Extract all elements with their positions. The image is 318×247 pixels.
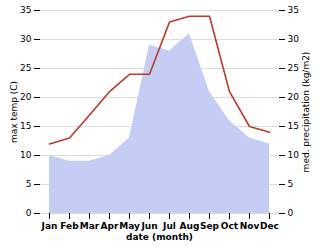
svg-text:35: 35: [20, 5, 31, 15]
svg-text:15: 15: [288, 121, 299, 131]
svg-text:Sep: Sep: [200, 221, 220, 231]
svg-text:30: 30: [20, 34, 32, 44]
svg-text:10: 10: [288, 150, 300, 160]
svg-text:Aug: Aug: [180, 221, 200, 231]
svg-text:5: 5: [26, 179, 32, 189]
svg-text:Mar: Mar: [80, 221, 100, 231]
svg-text:May: May: [119, 221, 140, 231]
svg-text:Oct: Oct: [221, 221, 239, 231]
svg-text:Jan: Jan: [41, 221, 58, 231]
svg-text:30: 30: [288, 34, 300, 44]
svg-text:10: 10: [20, 150, 32, 160]
svg-text:35: 35: [288, 5, 299, 15]
svg-text:25: 25: [288, 63, 299, 73]
svg-text:Jul: Jul: [162, 221, 176, 231]
svg-text:Nov: Nov: [240, 221, 260, 231]
svg-text:15: 15: [20, 121, 31, 131]
svg-text:5: 5: [288, 179, 294, 189]
svg-text:max temp (C): max temp (C): [9, 81, 19, 143]
svg-text:0: 0: [288, 208, 294, 218]
svg-text:Dec: Dec: [260, 221, 279, 231]
svg-text:Feb: Feb: [60, 221, 79, 231]
svg-text:Apr: Apr: [101, 221, 119, 231]
svg-text:0: 0: [26, 208, 32, 218]
svg-text:20: 20: [288, 92, 300, 102]
svg-text:20: 20: [20, 92, 32, 102]
svg-text:med. precipitation (kg/m2): med. precipitation (kg/m2): [301, 52, 311, 173]
svg-text:date (month): date (month): [126, 232, 193, 242]
svg-text:25: 25: [20, 63, 31, 73]
svg-text:Jun: Jun: [140, 221, 157, 231]
